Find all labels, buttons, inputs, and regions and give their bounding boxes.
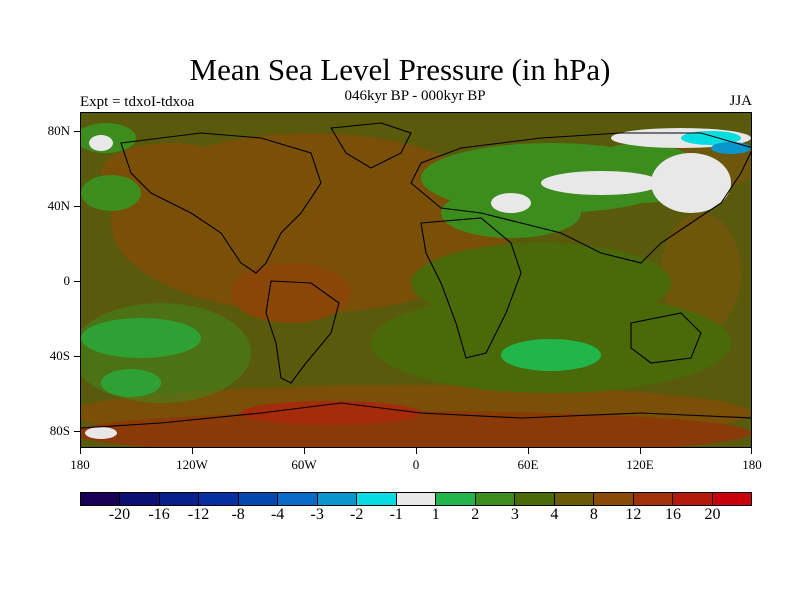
lon-label-120e: 120E (626, 457, 654, 472)
colorbar-swatch (317, 493, 358, 505)
colorbar-label: -12 (187, 506, 210, 523)
lon-label-60w: 60W (291, 457, 317, 472)
antarctica-outline (81, 402, 751, 429)
colorbar-label: 8 (589, 506, 598, 523)
lon-tick (640, 448, 641, 454)
colorbar-swatch (515, 493, 555, 505)
colorbar-swatch (199, 493, 239, 505)
colorbar-swatch (278, 493, 318, 505)
lon-tick (304, 448, 305, 454)
colorbar-swatch (357, 493, 397, 505)
map-subtitle: 046kyr BP - 000kyr BP (344, 88, 486, 104)
lat-label-80s: 80S (49, 423, 70, 438)
lat-tick (74, 131, 80, 132)
colorbar-swatch (436, 493, 476, 505)
colorbar-label: 20 (704, 506, 721, 523)
season-label: JJA (729, 93, 752, 109)
colorbar-swatch (120, 493, 160, 505)
colorbar-swatch (673, 493, 713, 505)
colorbar-label: 16 (664, 506, 681, 523)
colorbar-label: 2 (471, 506, 480, 523)
colorbar-swatch (594, 493, 634, 505)
lon-tick (80, 448, 81, 454)
south-america-outline (265, 280, 340, 384)
colorbar-swatch (633, 493, 674, 505)
lat-tick (74, 206, 80, 207)
lat-label-0: 0 (63, 273, 71, 288)
colorbar-swatch (81, 493, 121, 505)
colorbar (80, 492, 752, 506)
colorbar-swatch (712, 493, 751, 505)
north-america-outline (120, 132, 322, 274)
lon-label-60e: 60E (517, 457, 539, 472)
australia-outline (630, 312, 702, 364)
colorbar-label: -8 (231, 506, 245, 523)
experiment-label: Expt = tdxoI-tdxoa (80, 94, 195, 110)
colorbar-labels: -20 -16 -12 -8 -4 -3 -2 -1 1 2 3 4 8 12 16 20 (80, 506, 752, 528)
greenland-outline (330, 122, 412, 169)
colorbar-label: 3 (510, 506, 519, 523)
lon-label-180e: 180 (742, 457, 762, 472)
lat-label-40s: 40S (49, 348, 70, 363)
colorbar-label: -1 (389, 506, 403, 523)
lat-label-40n: 40N (47, 198, 70, 213)
lon-label-0: 0 (412, 457, 420, 472)
lat-tick (74, 281, 80, 282)
lat-tick (74, 431, 80, 432)
colorbar-label: -20 (108, 506, 131, 523)
colorbar-label: -2 (350, 506, 364, 523)
colorbar-swatch (396, 493, 437, 505)
colorbar-label: 12 (625, 506, 642, 523)
africa-outline (420, 217, 522, 359)
colorbar-label: -4 (270, 506, 285, 523)
lat-tick (74, 356, 80, 357)
colorbar-swatch (238, 493, 279, 505)
continent-outlines (81, 122, 751, 429)
lon-tick (192, 448, 193, 454)
colorbar-swatch (554, 493, 595, 505)
lat-label-80n: 80N (47, 123, 70, 138)
eurasia-outline (410, 132, 751, 264)
colorbar-label: 1 (431, 506, 440, 523)
lon-tick (416, 448, 417, 454)
lon-tick (751, 448, 752, 454)
lon-label-180w: 180 (70, 457, 90, 472)
colorbar-label: 4 (550, 506, 559, 523)
colorbar-swatch (475, 493, 516, 505)
colorbar-label: -3 (310, 506, 324, 523)
pressure-field-map (81, 113, 751, 447)
map-panel (80, 112, 752, 448)
colorbar-swatch (159, 493, 200, 505)
map-title: Mean Sea Level Pressure (in hPa) (189, 52, 611, 87)
lon-tick (528, 448, 529, 454)
colorbar-label: -16 (148, 506, 170, 523)
lon-label-120w: 120W (176, 457, 208, 472)
